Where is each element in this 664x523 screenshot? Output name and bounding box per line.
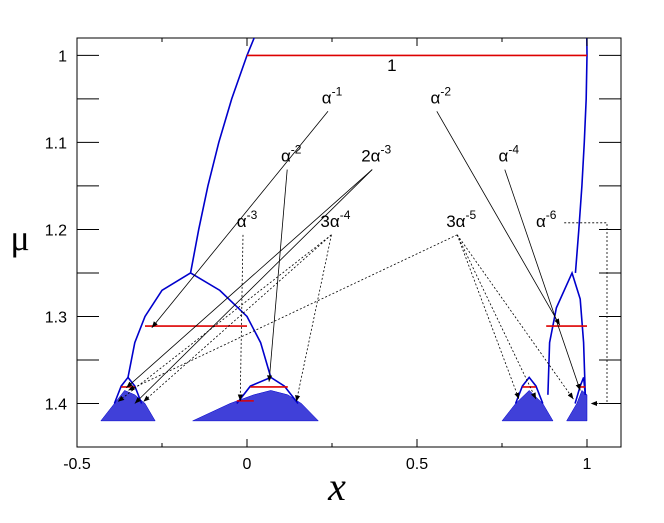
annotation-arrow — [436, 111, 561, 326]
annotation-text: α — [281, 147, 291, 166]
annotation: α-6 — [536, 208, 557, 231]
plot-frame — [76, 37, 622, 448]
annotation-sup: -5 — [466, 208, 477, 222]
annotation-arrow — [456, 234, 574, 400]
curve — [574, 38, 588, 274]
annotation-sup: -6 — [546, 208, 557, 222]
annotation-text: α — [322, 88, 332, 107]
annotation-arrow — [126, 169, 373, 389]
annotation-text: α — [499, 147, 509, 166]
x-tick-label: 1 — [583, 456, 592, 473]
annotation: α-4 — [499, 143, 520, 166]
chaotic-band — [192, 390, 319, 422]
annotation: 3α-5 — [446, 208, 476, 231]
annotation-text: α — [237, 212, 247, 231]
curve — [574, 377, 587, 404]
y-tick-label: 1 — [58, 48, 67, 65]
curve — [113, 376, 143, 404]
curve — [189, 38, 255, 274]
annotation-text: 2α — [361, 147, 380, 166]
annotation-text: 3α — [446, 212, 465, 231]
plot-area — [100, 38, 588, 422]
annotation-arrow — [143, 234, 332, 403]
annotation-arrow — [267, 169, 288, 382]
x-tick-label: 0 — [243, 456, 252, 473]
annotation-sup: -4 — [508, 143, 519, 157]
curve — [127, 272, 272, 378]
annotation-arrow — [456, 234, 520, 400]
x-axis-label: x — [327, 464, 346, 509]
y-tick-label: 1.4 — [45, 396, 67, 413]
annotation-sup: -2 — [291, 143, 302, 157]
annotation-arrow — [295, 234, 332, 402]
annotation-arrow — [127, 234, 458, 391]
annotation-arrow — [151, 111, 329, 329]
annotation-sup: -2 — [440, 84, 451, 98]
annotation: α-1 — [322, 84, 343, 107]
annotation-arrow — [237, 234, 244, 401]
chaotic-band — [501, 390, 554, 422]
annotation-sup: -3 — [247, 208, 258, 222]
annotation: 1 — [387, 56, 396, 75]
y-axis-label: μ — [10, 218, 29, 258]
y-tick-label: 1.1 — [45, 135, 67, 152]
x-tick-label: -0.5 — [63, 456, 91, 473]
y-tick-label: 1.2 — [45, 222, 67, 239]
annotation-sup: -1 — [332, 84, 343, 98]
annotation-text: 3α — [320, 212, 339, 231]
x-tick-label: 0.5 — [406, 456, 428, 473]
annotation: 3α-4 — [320, 208, 350, 231]
annotation: α-3 — [237, 208, 258, 231]
annotation-arrow — [134, 169, 373, 404]
annotation-arrow — [456, 234, 537, 400]
annotation-text: α — [536, 212, 546, 231]
annotation-arrow — [504, 169, 581, 391]
annotation-sup: -4 — [340, 208, 351, 222]
y-tick-label: 1.3 — [45, 309, 67, 326]
annotation-sup: -3 — [381, 143, 392, 157]
annotation-text: 1 — [387, 56, 396, 75]
curve — [547, 270, 587, 395]
chaotic-band — [100, 390, 156, 422]
annotation: α-2 — [281, 143, 302, 166]
curve — [514, 376, 544, 404]
annotation-arrow — [117, 234, 332, 403]
annotation: α-2 — [431, 84, 452, 107]
annotation: 2α-3 — [361, 143, 391, 166]
annotation-connector — [564, 222, 608, 407]
annotation-text: α — [431, 88, 441, 107]
